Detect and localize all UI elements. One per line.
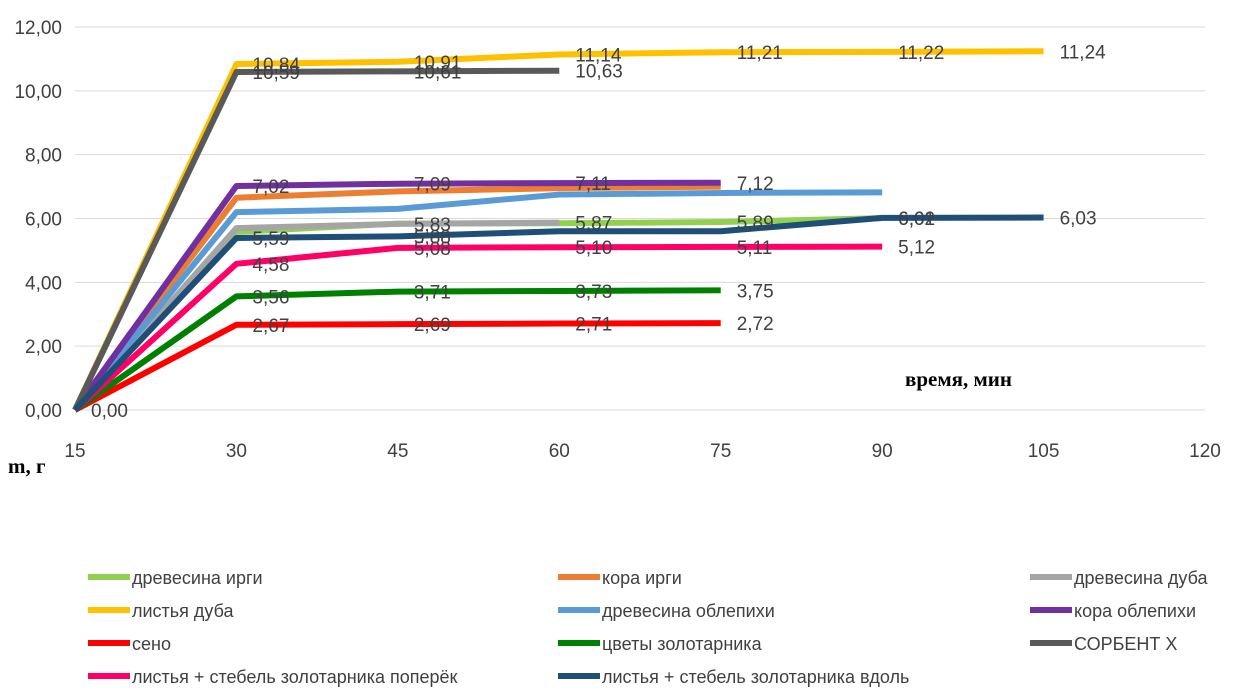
x-tick-label: 30 [226, 441, 247, 462]
data-label: 2,72 [737, 314, 774, 335]
x-tick-label: 120 [1189, 441, 1221, 462]
data-label: 7,11 [575, 174, 611, 195]
data-label: 6,01 [898, 209, 935, 230]
y-tick-label: 6,00 [25, 210, 62, 231]
legend-label: древесина облепихи [602, 601, 775, 621]
data-label: 10,63 [575, 62, 623, 83]
series-line [72, 214, 1044, 413]
data-label: 3,73 [575, 282, 612, 303]
series-line [72, 179, 721, 412]
data-label: 5,59 [252, 229, 289, 250]
legend-label: СОРБЕНТ Х [1074, 634, 1177, 654]
series-line [72, 48, 1044, 412]
series-line [72, 183, 721, 412]
data-label: 5,11 [737, 238, 773, 259]
series-line [72, 243, 883, 413]
data-label: 0,00 [91, 401, 128, 422]
data-label: 2,69 [414, 315, 451, 336]
data-label: 3,75 [737, 281, 774, 302]
series-line [73, 287, 721, 413]
data-label: 7,09 [414, 175, 451, 196]
y-axis-title: m, г [8, 454, 46, 478]
legend-label: древесина дуба [1074, 568, 1209, 588]
data-label: 5,87 [575, 214, 612, 235]
data-label: 5,83 [414, 215, 451, 236]
data-label: 7,02 [252, 177, 289, 198]
x-axis-ticks: 15 30 45 60 75 90 105 120 [64, 441, 1220, 462]
data-label: 3,71 [414, 283, 451, 304]
series-line [72, 67, 560, 412]
data-label: 10,59 [252, 63, 300, 84]
legend-label: сено [132, 634, 171, 654]
legend-label: цветы золотарника [602, 634, 763, 654]
data-label: 2,67 [252, 316, 289, 337]
y-tick-label: 0,00 [25, 401, 62, 422]
x-tick-label: 15 [64, 441, 85, 462]
data-label: 3,56 [252, 287, 289, 308]
series-lines [72, 48, 1044, 413]
series-line [72, 189, 883, 412]
y-tick-label: 10,00 [14, 82, 62, 103]
series-line [73, 320, 721, 413]
data-label: 10,91 [414, 53, 462, 74]
data-label: 6,02 [898, 209, 935, 230]
legend-label: листья + стебель золотарника вдоль [602, 667, 909, 687]
y-tick-label: 4,00 [25, 273, 62, 294]
gridlines [75, 26, 1205, 411]
data-label: 6,03 [1060, 209, 1097, 230]
data-label: 2,71 [575, 315, 612, 336]
data-label: 7,12 [737, 174, 774, 195]
legend-label: листья + стебель золотарника поперёк [132, 667, 458, 687]
data-labels: 5,89 6,01 5,83 5,87 10,84 10,91 11,14 11,21 11,2… [91, 42, 1106, 422]
y-tick-label: 8,00 [25, 146, 62, 167]
x-tick-label: 90 [872, 441, 893, 462]
data-label: 11,21 [737, 43, 783, 64]
data-label: 5,12 [898, 238, 935, 259]
data-label: 11,14 [575, 45, 622, 66]
y-tick-label: 2,00 [25, 337, 62, 358]
y-axis-ticks: 0,00 2,00 4,00 6,00 8,00 10,00 12,00 [14, 18, 62, 422]
legend-label: кора ирги [602, 568, 682, 588]
data-label: 5,08 [414, 239, 451, 260]
data-label: 5,89 [737, 213, 774, 234]
data-label: 4,58 [252, 255, 289, 276]
data-label: 5,88 [414, 227, 451, 248]
data-label: 11,24 [1060, 42, 1107, 63]
x-tick-label: 105 [1028, 441, 1060, 462]
data-label: 10,61 [414, 62, 462, 83]
legend-label: древесина ирги [132, 568, 263, 588]
series-line [72, 219, 560, 412]
legend-label: кора облепихи [1074, 601, 1196, 621]
y-tick-label: 12,00 [14, 18, 62, 39]
legend-label: листья дуба [132, 601, 235, 621]
x-tick-label: 60 [549, 441, 570, 462]
legend: древесина ирги кора ирги древесина дуба лис… [88, 568, 1209, 687]
data-label: 5,10 [575, 238, 612, 259]
x-tick-label: 45 [387, 441, 408, 462]
data-label: 11,22 [898, 43, 944, 64]
x-tick-label: 75 [710, 441, 731, 462]
x-axis-title: время, мин [905, 367, 1012, 391]
data-label: 10,84 [252, 55, 300, 76]
